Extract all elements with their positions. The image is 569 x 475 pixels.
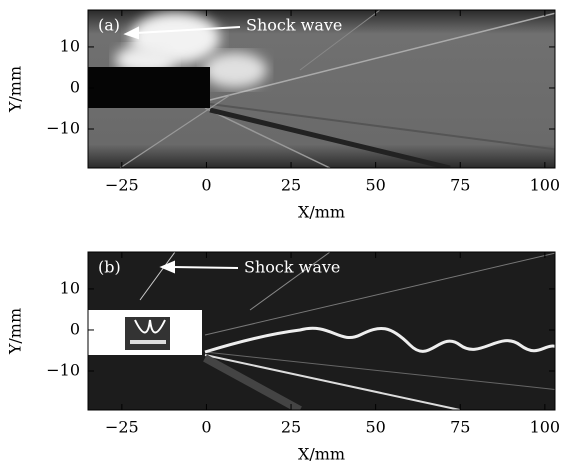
- y-axis-label: Y/mm: [6, 66, 25, 113]
- x-tick-label: 25: [281, 176, 301, 195]
- x-axis-label: X/mm: [298, 445, 345, 464]
- x-tick-label: −25: [105, 418, 139, 437]
- x-axis-label: X/mm: [298, 203, 345, 222]
- plot-frame: [87, 251, 556, 411]
- y-tick-label: 0: [70, 77, 80, 96]
- annotation: Shock wave: [244, 258, 340, 277]
- x-tick-label: 75: [450, 418, 470, 437]
- x-tick-label: 25: [281, 418, 301, 437]
- y-tick-label: −10: [46, 119, 80, 138]
- panel-label: (b): [98, 258, 121, 277]
- y-axis-label: Y/mm: [6, 308, 25, 355]
- x-tick-label: 50: [365, 418, 385, 437]
- y-tick-label: 0: [70, 319, 80, 338]
- x-tick-label: −25: [105, 176, 139, 195]
- x-tick-label: 100: [530, 418, 561, 437]
- y-tick-label: 10: [60, 36, 80, 55]
- annotation: Shock wave: [246, 16, 342, 35]
- x-tick-label: 100: [530, 176, 561, 195]
- x-tick-label: 0: [201, 176, 211, 195]
- x-tick-label: 0: [201, 418, 211, 437]
- y-tick-label: −10: [46, 361, 80, 380]
- schlieren-image-b: [88, 252, 555, 410]
- x-tick-label: 50: [365, 176, 385, 195]
- arrows: [123, 26, 241, 274]
- schlieren-image-a: [88, 10, 555, 168]
- panel-label: (a): [98, 16, 120, 35]
- plot-frame: [87, 9, 556, 169]
- x-tick-label: 75: [450, 176, 470, 195]
- y-tick-label: 10: [60, 278, 80, 297]
